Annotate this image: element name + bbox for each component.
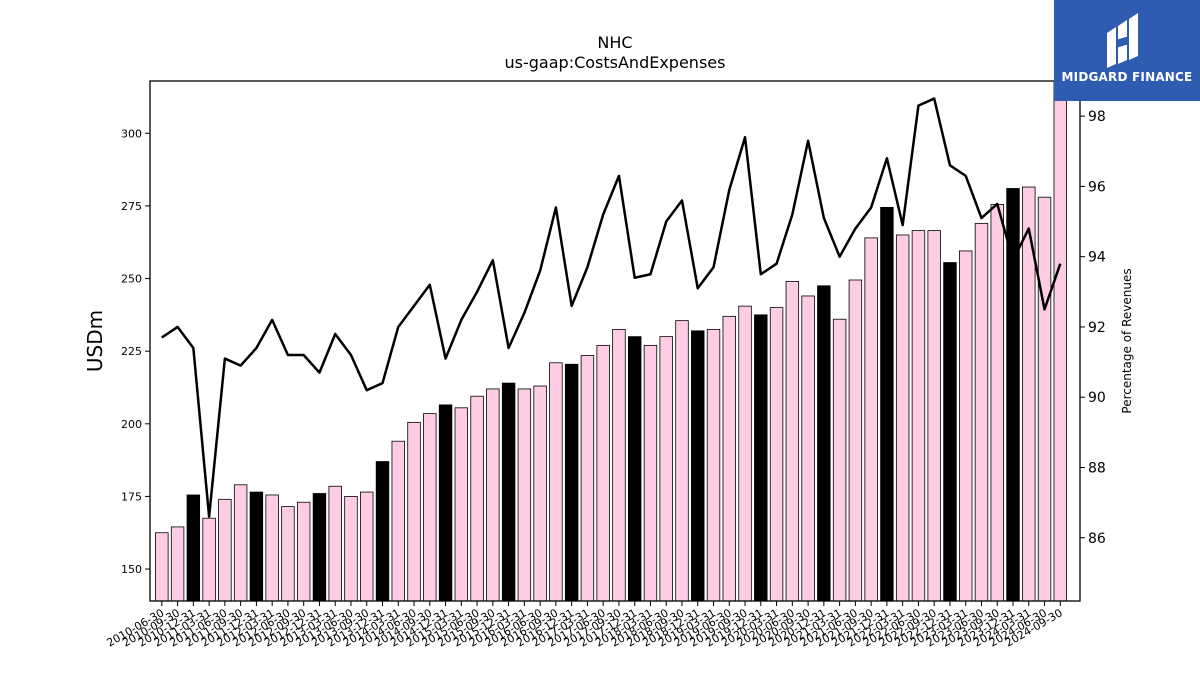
bar [517,388,532,601]
bar [738,305,752,601]
bar [832,318,847,601]
bar [628,336,642,601]
bar [202,517,216,601]
bar [549,362,563,601]
bar [360,491,374,601]
y-tick-label: 200 [121,418,142,431]
y-tick-label: 175 [121,490,142,503]
y-tick-label: 300 [121,127,142,140]
bar [501,382,516,601]
chart-subtitle: us-gaap:CostsAndExpenses [505,53,726,72]
bar [643,344,658,601]
y-tick-label: 225 [121,345,142,358]
bar [706,328,721,601]
bar [895,234,910,601]
bar-series [155,81,1067,601]
bar [218,498,232,601]
bar [375,461,390,601]
bar [407,421,421,601]
bar [580,355,595,601]
bar [974,222,989,601]
bar [328,485,342,601]
bar [817,285,831,601]
bar [959,250,973,601]
y-axis-label: USDm [83,310,107,372]
bar [312,493,327,601]
midgard-logo-icon [1107,13,1138,68]
y2-tick-label: 88 [1088,460,1106,476]
bar [344,496,358,601]
bar [659,336,673,601]
bar [911,230,926,601]
bar [880,206,894,601]
bar [155,532,169,601]
bar [1053,81,1067,601]
y-tick-label: 150 [121,563,142,576]
bar [848,279,863,601]
chart-title: NHC [597,33,632,52]
bar [864,237,878,601]
y2-tick-label: 98 [1088,109,1106,125]
bar [1037,196,1052,601]
percentage-line [161,97,1062,518]
bar [391,440,405,601]
bar [675,320,689,601]
axes: 150175200225250275300868890929496982010-… [104,80,1106,650]
bar [233,484,248,601]
bar [454,407,469,601]
bar [296,501,311,601]
bar [943,262,957,601]
bar [438,404,453,601]
bar [281,506,295,601]
bar [249,491,264,601]
brand-logo: MIDGARD FINANCE [1054,0,1200,101]
plot-frame [149,80,1081,602]
bar [486,388,500,601]
bar [470,395,484,601]
bar [785,281,800,601]
bar [612,328,626,601]
bar [170,526,185,601]
bar [754,314,768,601]
y2-tick-label: 86 [1088,531,1106,547]
bar [1006,188,1020,601]
brand-name: MIDGARD FINANCE [1061,70,1193,84]
y2-tick-label: 92 [1088,320,1106,336]
line-series [161,97,1062,518]
bar [801,295,815,601]
bar [265,494,279,601]
y-tick-label: 275 [121,200,142,213]
y-tick-label: 250 [121,273,142,286]
bar [1022,186,1036,601]
y2-tick-label: 90 [1088,390,1106,406]
bar [990,204,1004,601]
y2-axis-label: Percentage of Revenues [1120,268,1134,413]
bar [596,344,610,601]
bar [769,307,784,601]
bar [186,494,201,601]
bar [722,315,736,601]
y2-tick-label: 96 [1088,179,1106,195]
bar [927,230,941,601]
bar [533,385,547,601]
bar [423,413,437,601]
bar [564,363,579,601]
bar [691,330,705,601]
y2-tick-label: 94 [1088,250,1106,266]
